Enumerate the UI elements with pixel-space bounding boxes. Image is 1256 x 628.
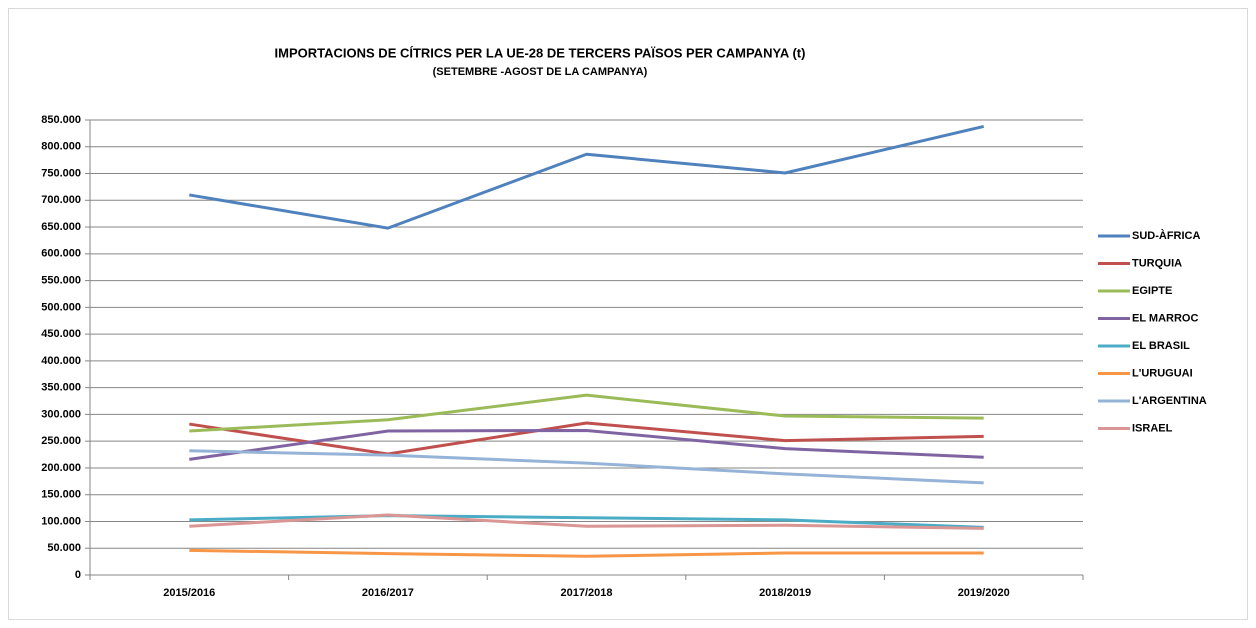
series-line: [189, 513, 984, 530]
y-tick-label: 650.000: [41, 221, 81, 233]
legend-label: EL BRASIL: [1132, 340, 1190, 352]
y-tick-label: 550.000: [41, 274, 81, 286]
series-line: [189, 548, 984, 558]
y-tick-label: 850.000: [41, 114, 81, 126]
y-tick-label: 700.000: [41, 194, 81, 206]
y-tick-label: 450.000: [41, 328, 81, 340]
y-tick-label: 750.000: [41, 167, 81, 179]
y-tick-label: 500.000: [41, 301, 81, 313]
legend-label: EL MARROC: [1132, 312, 1198, 324]
series-line: [189, 124, 985, 230]
x-tick-label: 2015/2016: [163, 587, 215, 599]
legend-label: L'URUGUAI: [1132, 367, 1193, 379]
legend-label: ISRAEL: [1132, 422, 1173, 434]
y-tick-label: 800.000: [41, 141, 81, 153]
legend-label: EGIPTE: [1132, 285, 1172, 297]
y-tick-label: 600.000: [41, 248, 81, 260]
y-tick-label: 400.000: [41, 355, 81, 367]
y-tick-label: 300.000: [41, 408, 81, 420]
series-line: [189, 428, 984, 461]
x-tick-label: 2019/2020: [958, 587, 1010, 599]
series-line: [189, 421, 984, 456]
y-tick-label: 250.000: [41, 435, 81, 447]
legend-label: L'ARGENTINA: [1132, 395, 1207, 407]
y-tick-label: 100.000: [41, 515, 81, 527]
chart-subtitle: (SETEMBRE -AGOST DE LA CAMPANYA): [433, 66, 648, 78]
series-line: [189, 514, 984, 529]
x-tick-label: 2017/2018: [561, 587, 613, 599]
y-tick-label: 350.000: [41, 382, 81, 394]
y-tick-label: 200.000: [41, 462, 81, 474]
legend-label: TURQUIA: [1132, 257, 1182, 269]
series-line: [189, 393, 984, 433]
y-tick-label: 0: [75, 569, 81, 581]
y-tick-label: 50.000: [47, 542, 81, 554]
chart-title: IMPORTACIONS DE CÍTRICS PER LA UE-28 DE …: [275, 45, 806, 60]
legend-label: SUD-ÀFRICA: [1132, 229, 1200, 242]
x-tick-label: 2018/2019: [759, 587, 811, 599]
chart-frame: [8, 8, 1248, 620]
x-tick-label: 2016/2017: [362, 587, 414, 599]
y-tick-label: 150.000: [41, 489, 81, 501]
series-line: [189, 449, 984, 485]
